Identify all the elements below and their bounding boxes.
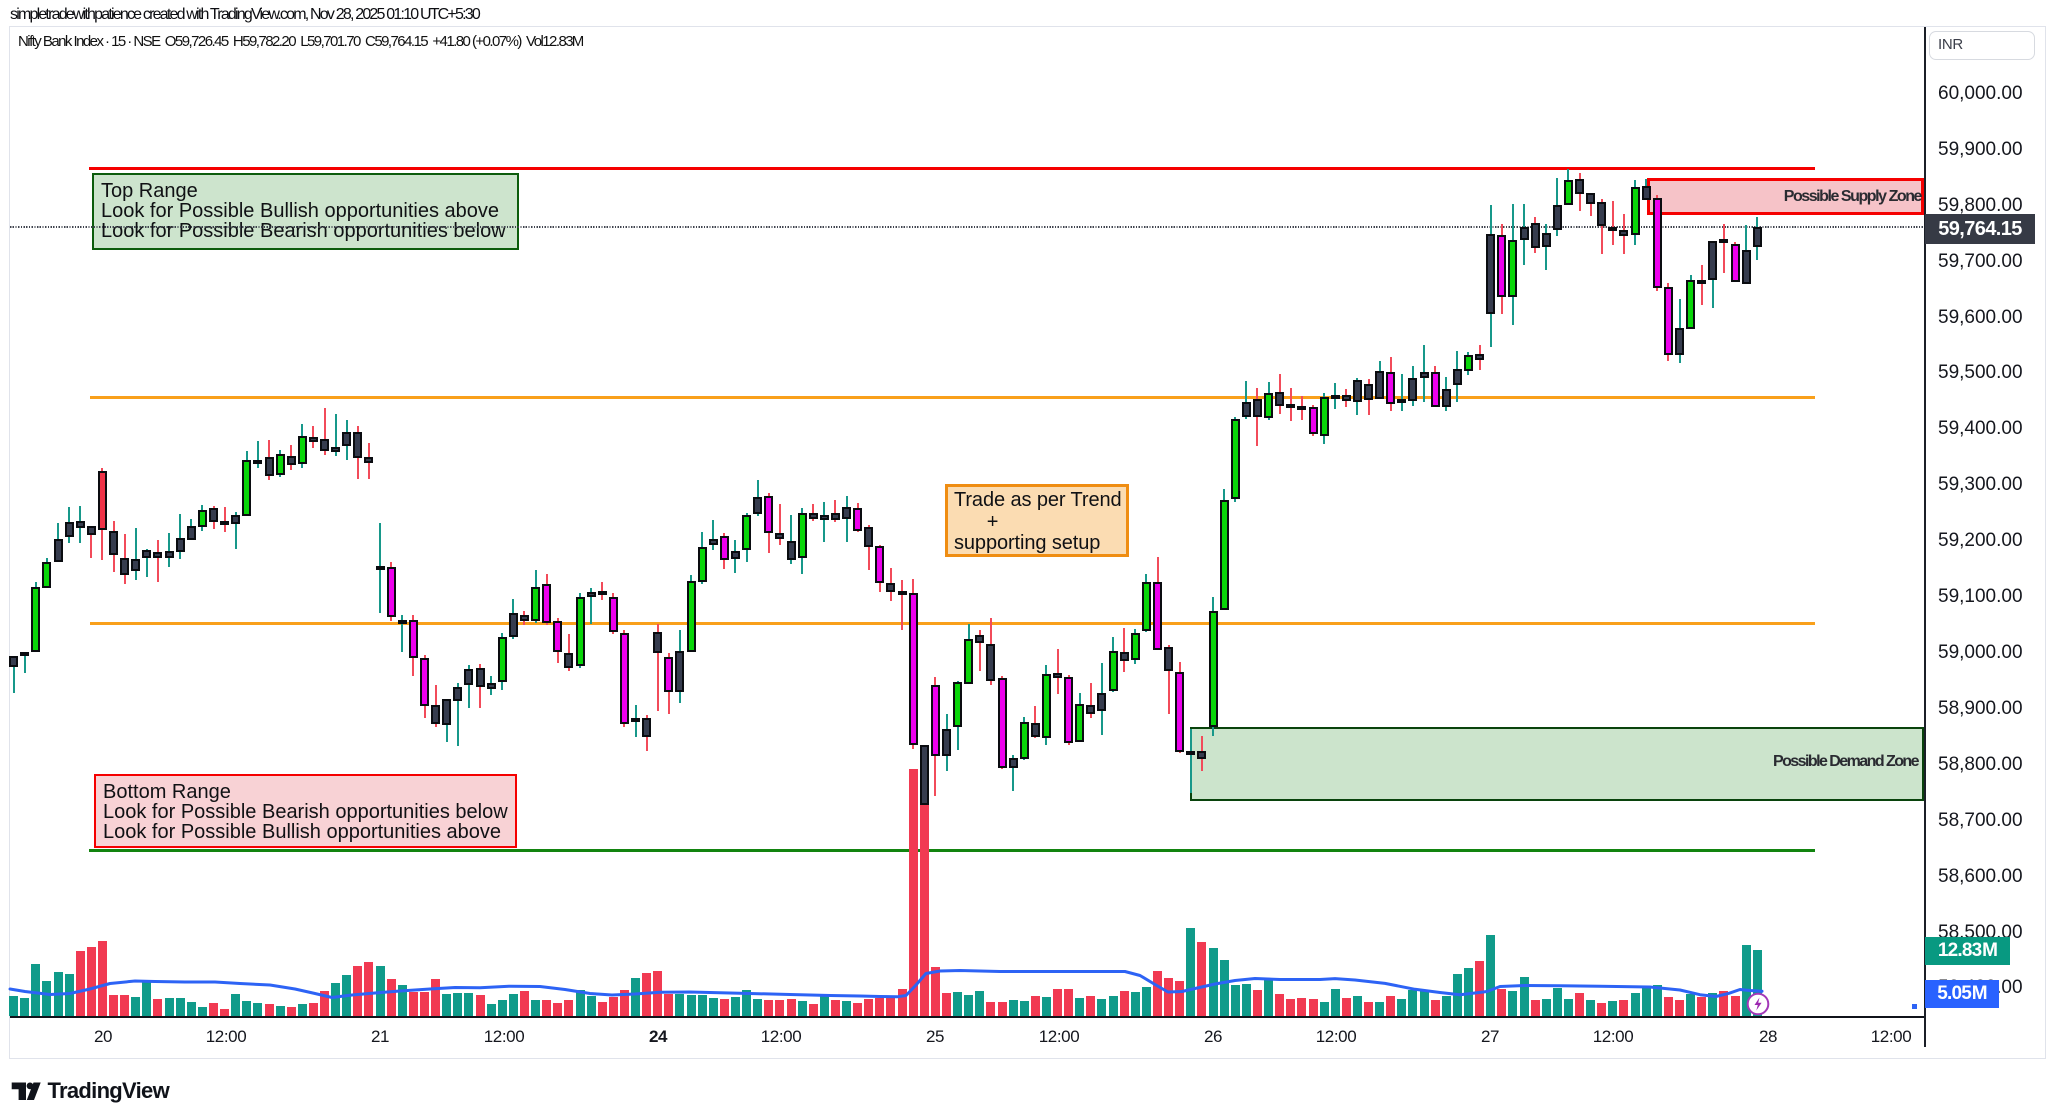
svg-text:TradingView: TradingView [48, 1081, 171, 1103]
